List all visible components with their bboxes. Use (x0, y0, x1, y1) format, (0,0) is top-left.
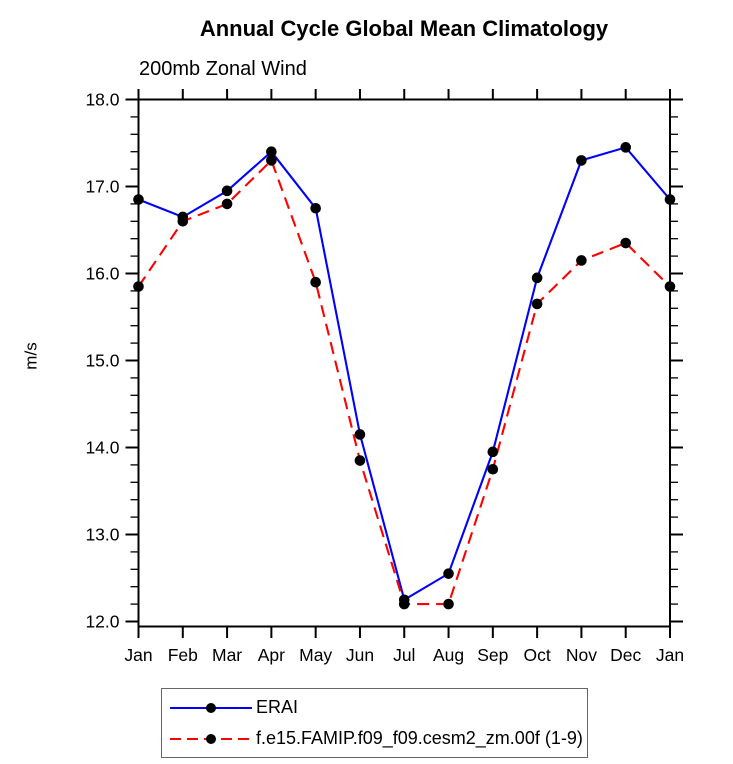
data-point-marker (576, 255, 587, 266)
x-axis-tick-label: Aug (433, 645, 464, 665)
data-point-marker (576, 155, 587, 166)
x-axis-tick-label: Oct (524, 645, 551, 665)
legend-label-erai: ERAI (256, 697, 299, 717)
data-point-marker (133, 281, 144, 292)
data-point-marker (443, 568, 454, 579)
y-axis-tick-label: 14.0 (85, 438, 119, 458)
x-axis-tick-label: Jan (124, 645, 152, 665)
data-point-marker (620, 237, 632, 249)
data-point-marker (531, 298, 543, 310)
erai-line-marker-swatch (170, 702, 252, 713)
data-point-marker (133, 194, 144, 205)
legend-entry-erai: ERAI (167, 692, 587, 723)
x-axis-tick-label: Dec (610, 645, 641, 665)
y-axis-tick-label: 18.0 (85, 90, 119, 110)
data-point-marker (177, 216, 189, 227)
data-point-marker (443, 598, 454, 610)
x-axis-tick-label: May (299, 645, 332, 665)
legend-entry-model: f.e15.FAMIP.f09_f09.cesm2_zm.00f (1-9) (167, 723, 587, 754)
data-point-marker (398, 598, 410, 610)
data-point-marker (354, 455, 366, 466)
y-axis-tick-label: 13.0 (85, 525, 119, 545)
data-point-marker (266, 146, 277, 157)
data-point-marker (487, 463, 499, 475)
x-axis-tick-label: Mar (212, 645, 242, 665)
erai-series-line (138, 146, 671, 602)
data-point-marker (266, 155, 277, 166)
y-axis-tick-label: 16.0 (85, 264, 119, 284)
data-point-marker (221, 185, 233, 197)
model-series-line (137, 158, 671, 606)
y-axis-tick-label: 15.0 (85, 351, 119, 371)
x-axis-tick-label: Jan (656, 645, 684, 665)
x-axis-tick-label: Sep (477, 645, 508, 665)
x-axis-tick-label: Apr (258, 645, 285, 665)
data-point-marker (664, 194, 676, 205)
chart-title: Annual Cycle Global Mean Climatology (199, 16, 609, 41)
chart-subtitle: 200mb Zonal Wind (139, 58, 307, 80)
y-axis-tick-label: 17.0 (85, 177, 119, 197)
x-axis-tick-label: Nov (566, 645, 597, 665)
data-point-marker (487, 446, 499, 458)
data-point-marker (221, 198, 233, 210)
data-point-marker (664, 281, 676, 292)
data-point-marker (354, 429, 366, 440)
plot-border (137, 98, 671, 628)
model-line-marker-swatch (170, 733, 252, 744)
data-point-marker (310, 276, 321, 288)
x-axis-tick-label: Jul (393, 645, 415, 665)
plot-area: 12.0 13.0 14.0 15.0 16.0 17.0 18.0 Jan Feb Mar Apr… (85, 89, 684, 665)
chart-legend: ERAI f.e15.FAMIP.f09_f09.cesm2_zm.00f (1… (161, 688, 588, 758)
data-point-marker (310, 202, 321, 214)
data-point-marker (620, 142, 632, 153)
x-axis-tick-label: Feb (168, 645, 198, 665)
legend-label-model: f.e15.FAMIP.f09_f09.cesm2_zm.00f (1-9) (256, 728, 583, 748)
y-axis-tick-label: 12.0 (85, 612, 119, 632)
x-axis-tick-label: Jun (346, 645, 374, 665)
data-point-marker (531, 272, 543, 284)
